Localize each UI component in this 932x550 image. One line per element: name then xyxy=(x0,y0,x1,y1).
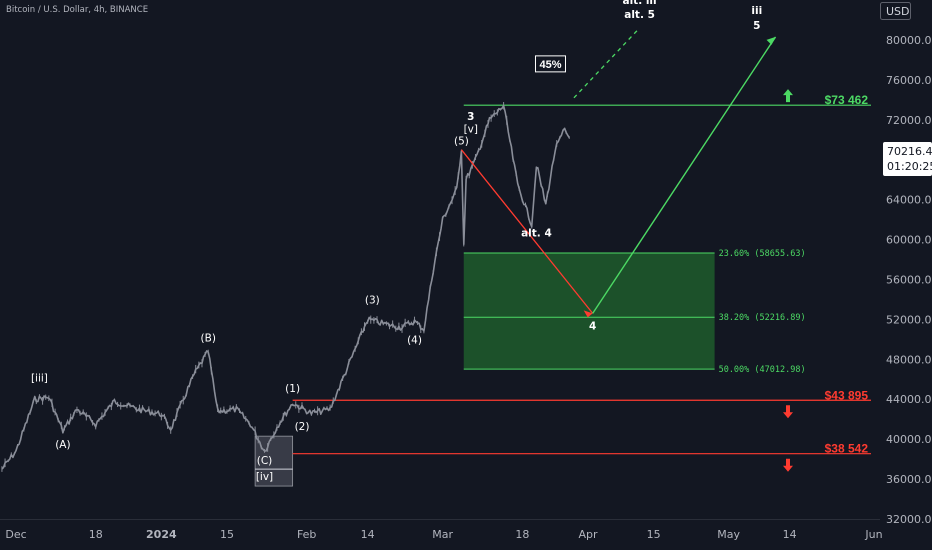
currency-button[interactable] xyxy=(880,2,911,20)
wave-label: (5) xyxy=(454,136,469,148)
fib-retracement-zone xyxy=(463,252,715,370)
x-tick-label: 15 xyxy=(220,528,234,541)
time-axis[interactable]: Dec 18 2024 15 Feb 14 Mar 18 Apr 15 May 14 Jun xyxy=(0,519,883,542)
price-levels: $73 462 $43 895 $38 542 xyxy=(292,89,871,472)
x-tick-label: 14 xyxy=(361,528,375,541)
y-tick-label: 36000.00 xyxy=(886,473,932,486)
y-tick-label: 72000.00 xyxy=(886,114,932,127)
currency-label: USD xyxy=(886,5,910,18)
price-series xyxy=(1,101,570,472)
y-tick-label: 60000.00 xyxy=(886,234,932,247)
current-price: 70216.41 xyxy=(887,145,932,158)
y-tick-label: 52000.00 xyxy=(886,313,932,326)
price-axis[interactable]: 32000.00 36000.00 40000.00 44000.00 48000.00… xyxy=(880,0,932,526)
wave-label: (C) xyxy=(257,455,273,467)
x-tick-label: 2024 xyxy=(146,528,177,541)
x-tick-label: May xyxy=(717,528,740,541)
fib-level-label: 23.60% (58655.63) xyxy=(719,249,806,259)
projection-arrow-icon xyxy=(766,36,776,45)
fib-level-lines xyxy=(463,252,715,370)
x-tick-label: Apr xyxy=(578,528,598,541)
projection-arrow-icon xyxy=(583,310,593,318)
wave-label: (A) xyxy=(55,439,70,451)
y-tick-label: 40000.00 xyxy=(886,433,932,446)
wave-label: alt. 5 xyxy=(624,9,655,21)
callout-label: 45% xyxy=(539,59,561,71)
x-tick-label: Mar xyxy=(432,528,453,541)
wave-label: (2) xyxy=(295,421,310,433)
wave-label: alt. 4 xyxy=(521,228,552,240)
level-arrow-up-icon xyxy=(783,89,793,103)
fib-zone: 23.60% (58655.63) 38.20% (52216.89) 50.00%… xyxy=(463,249,806,375)
wave-label: 5 xyxy=(753,20,760,32)
wave-label: alt. iii xyxy=(622,0,656,7)
wave-label: (3) xyxy=(365,294,380,306)
x-tick-labels: Dec 18 2024 15 Feb 14 Mar 18 Apr 15 May 14 Jun xyxy=(5,528,882,541)
projection-wave-5-line xyxy=(592,36,777,314)
price-tag-box xyxy=(883,142,932,176)
current-price-tag: 70216.41 01:20:25 xyxy=(883,142,932,176)
x-tick-label: Feb xyxy=(297,528,316,541)
callout-box xyxy=(534,55,566,73)
wave-label: 3 xyxy=(467,111,474,123)
countdown: 01:20:25 xyxy=(887,160,932,173)
elliott-projection xyxy=(460,27,777,318)
level-arrow-down-icon xyxy=(783,405,793,419)
x-tick-label: 14 xyxy=(783,528,797,541)
y-tick-label: 48000.00 xyxy=(886,353,932,366)
wave-label: [iv] xyxy=(256,471,273,483)
level-arrow-down-icon xyxy=(783,458,793,472)
level-label: $73 462 xyxy=(825,93,869,107)
fib-level-label: 38.20% (52216.89) xyxy=(719,313,806,323)
y-tick-label: 56000.00 xyxy=(886,273,932,286)
y-tick-label: 44000.00 xyxy=(886,393,932,406)
x-tick-label: 18 xyxy=(515,528,529,541)
x-tick-label: 15 xyxy=(647,528,661,541)
percent-callout: 45% xyxy=(534,55,566,73)
wave-label: (B) xyxy=(201,332,216,344)
y-tick-label: 64000.00 xyxy=(886,194,932,207)
fib-level-labels: 23.60% (58655.63) 38.20% (52216.89) 50.00%… xyxy=(719,249,806,375)
y-tick-label: 76000.00 xyxy=(886,74,932,87)
projection-wave-4-line xyxy=(460,149,594,314)
y-tick-label: 80000.00 xyxy=(886,34,932,47)
x-tick-label: Jun xyxy=(864,528,882,541)
y-tick-label: 32000.00 xyxy=(886,513,932,526)
fib-level-label: 50.00% (47012.98) xyxy=(719,365,806,375)
symbol-label: Bitcoin / U.S. Dollar, 4h, BINANCE xyxy=(6,5,148,15)
wave-label: (1) xyxy=(285,383,300,395)
wave-label: 4 xyxy=(589,320,596,332)
wave-labels: [iii] (A) (B) (C) [iv] (1) (2) (3) (4) (5)[v]3 alt… xyxy=(31,0,762,483)
wave-label: [v] xyxy=(464,124,478,136)
wave-label: iii xyxy=(751,5,762,17)
level-label: $38 542 xyxy=(825,442,869,456)
level-label: $43 895 xyxy=(825,388,869,402)
x-tick-label: Dec xyxy=(5,528,26,541)
x-tick-label: 18 xyxy=(89,528,103,541)
wave-label: (4) xyxy=(407,334,422,346)
wave-label: [iii] xyxy=(31,372,48,384)
